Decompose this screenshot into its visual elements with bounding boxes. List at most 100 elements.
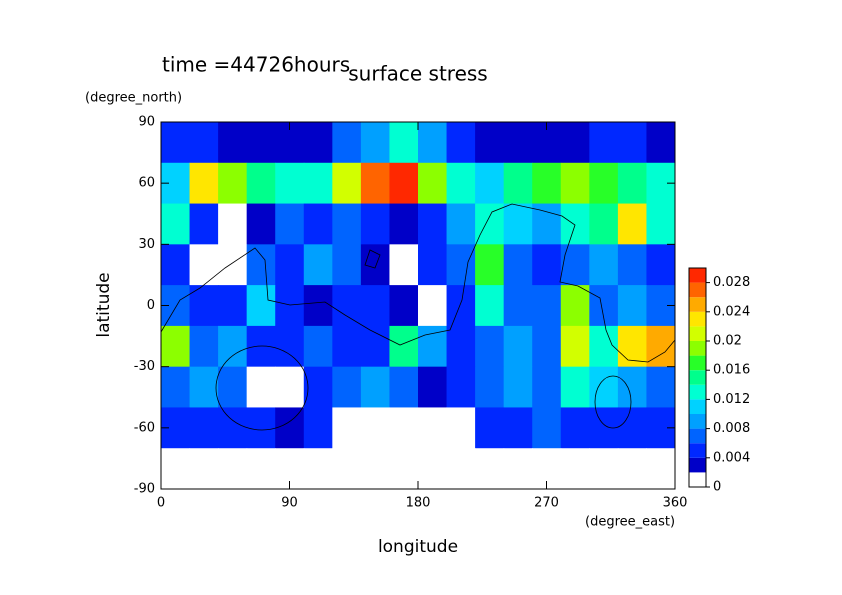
contour-cell [332,285,362,327]
contour-cell [189,285,219,327]
contour-cell [161,244,191,286]
contour-cell [532,244,562,286]
contour-cell [617,162,647,205]
contour-cell [303,122,333,164]
contour-cell [189,448,219,490]
contour-field [161,122,676,490]
colorbar-band [689,457,706,473]
colorbar-tick-label: 0.016 [713,363,750,378]
contour-cell [446,366,476,408]
contour-cell [389,407,419,449]
colorbar-band [689,311,706,327]
contour-cell [418,162,448,205]
contour-cell [418,285,448,327]
contour-cell [418,203,448,245]
x-axis-label: longitude [378,537,458,557]
contour-cell [218,122,248,164]
contour-cell [418,448,448,490]
contour-cell [446,162,476,205]
contour-cell [332,407,362,449]
contour-cell [389,285,419,327]
contour-cell [646,122,676,164]
contour-cell [332,244,362,286]
contour-cell [332,325,362,368]
contour-cell [246,407,276,449]
contour-cell [503,407,533,449]
y-tick-label: 0 [147,298,155,313]
contour-cell [389,366,419,408]
contour-cell [161,325,191,368]
contour-cell [332,448,362,490]
contour-cell [360,285,390,327]
contour-cell [303,407,333,449]
contour-cell [418,325,448,368]
contour-cell [532,162,562,205]
contour-cell [617,407,647,449]
y-tick-label: 30 [138,237,155,252]
contour-cell [389,448,419,490]
contour-cell [161,448,191,490]
contour-cell [617,325,647,368]
contour-cell [532,285,562,327]
colorbar-band [689,355,706,371]
contour-cell [218,162,248,205]
contour-cell [560,122,590,164]
contour-cell [560,285,590,327]
contour-cell [161,122,191,164]
contour-cell [218,244,248,286]
contour-cell [589,244,619,286]
contour-cell [389,244,419,286]
colorbar-band [689,370,706,385]
y-tick-label: 60 [138,176,155,191]
contour-cell [189,203,219,245]
contour-cell [646,366,676,408]
contour-cell [475,285,505,327]
colorbar-tick-label: 0.008 [713,421,750,436]
contour-cell [246,448,276,490]
x-units: (degree_east) [585,515,675,530]
contour-cell [332,203,362,245]
contour-cell [246,366,276,408]
contour-cell [303,366,333,408]
contour-cell [532,407,562,449]
contour-cell [646,203,676,245]
contour-cell [446,122,476,164]
contour-cell [560,244,590,286]
colorbar: 0 0.004 0.008 0.012 0.016 0.02 0.024 0.028 [688,267,750,495]
coastline [215,345,309,431]
contour-cell [532,203,562,245]
colorbar-frame [688,267,707,488]
x-tick-label: 270 [534,496,559,511]
contour-cell [475,325,505,368]
contour-cell [418,366,448,408]
contour-cell [303,325,333,368]
colorbar-tick-label: 0.02 [713,334,742,349]
colorbar-tick-label: 0.024 [713,304,750,319]
colorbar-band [689,428,706,444]
contour-cell [303,203,333,245]
y-tick-label: -30 [134,359,155,374]
contour-cell [446,285,476,327]
contour-cell [218,285,248,327]
contour-cell [389,325,419,368]
contour-cell [617,203,647,245]
colorbar-band [689,341,706,356]
colorbar-band [689,472,706,487]
contour-cell [389,162,419,205]
contour-cell [646,244,676,286]
contour-cell [275,407,305,449]
contour-cell [360,407,390,449]
contour-cell [418,122,448,164]
colorbar-tick-label: 0.028 [713,275,750,290]
contour-cell [503,325,533,368]
colorbar-band [689,384,706,400]
contour-cell [446,407,476,449]
contour-cell [189,407,219,449]
contour-cell [303,448,333,490]
contour-cell [360,122,390,164]
contour-cell [303,244,333,286]
contour-cell [389,203,419,245]
contour-cell [503,366,533,408]
contour-cell [303,162,333,205]
contour-cell [560,203,590,245]
